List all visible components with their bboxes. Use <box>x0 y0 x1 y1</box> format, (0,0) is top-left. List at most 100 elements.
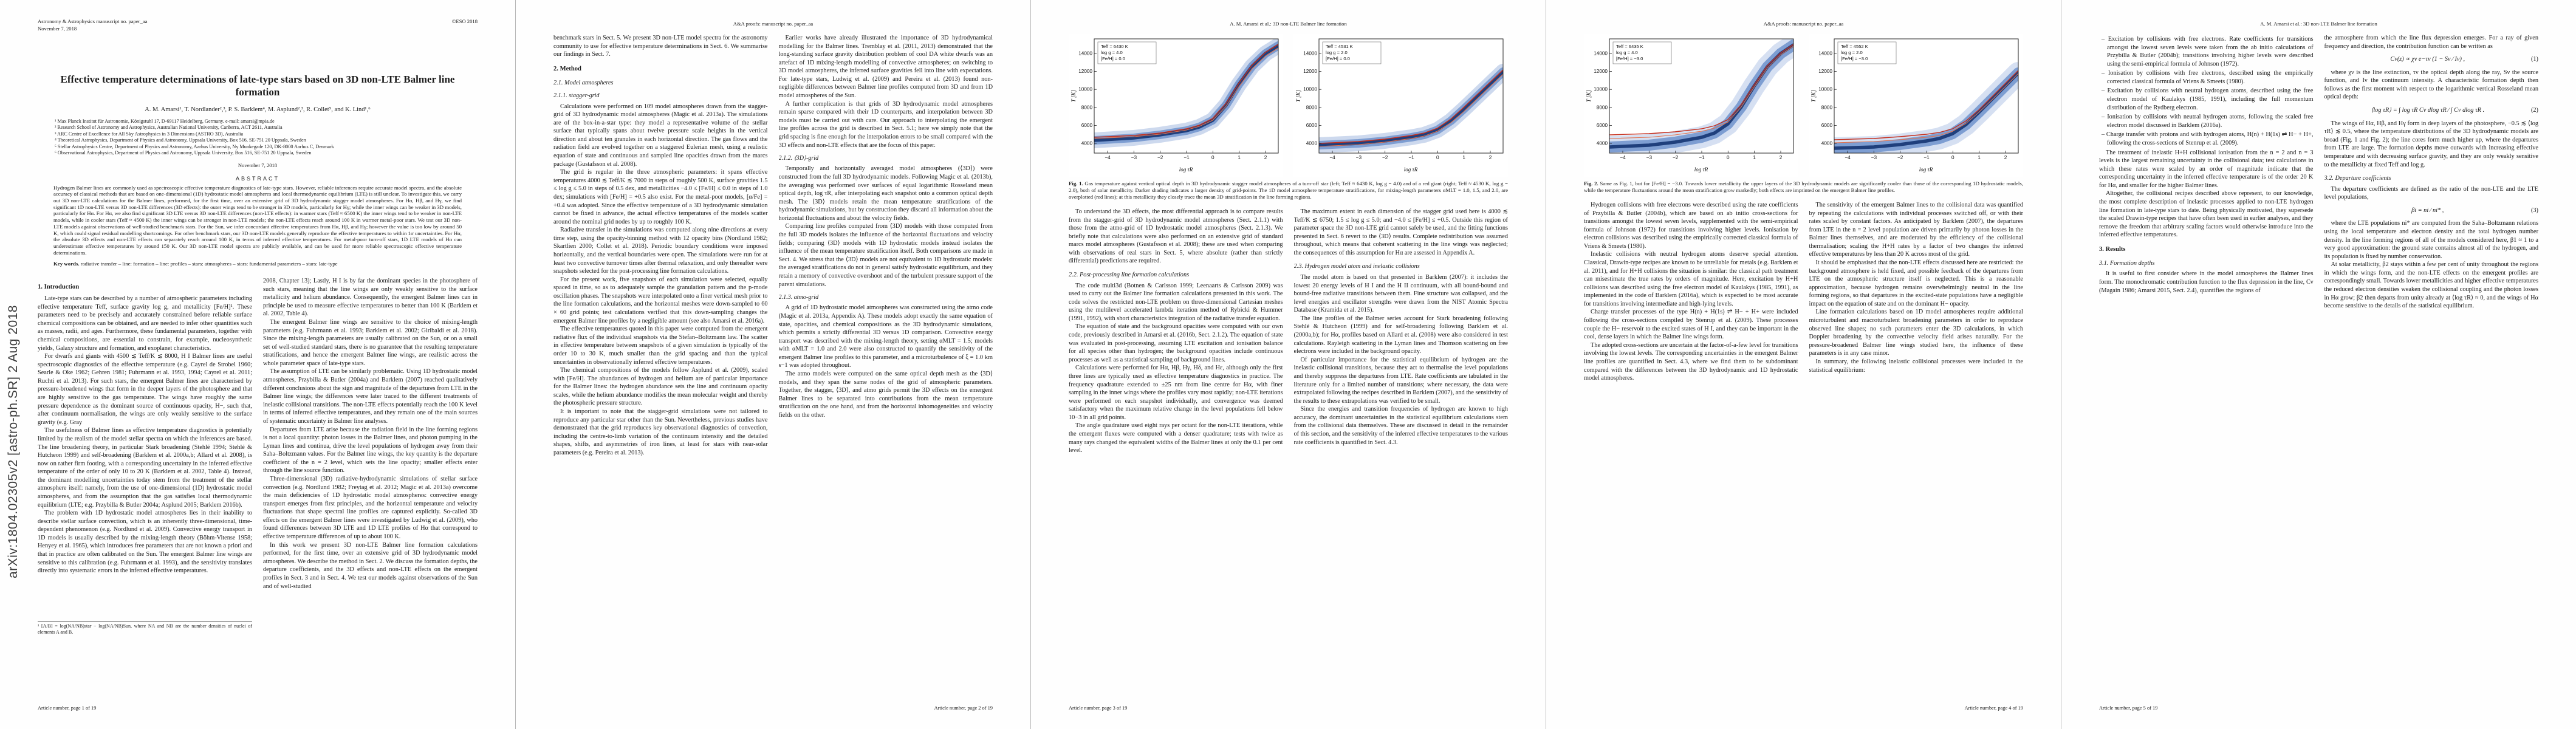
paragraph: The treatment of inelastic H+H collision… <box>2099 149 2314 189</box>
list-item: – Ionisation by collisions with free ele… <box>2102 70 2314 85</box>
paragraph: A further complication is that grids of … <box>778 100 993 149</box>
figure2-panel-left: −4 −3 −2 −1 0 1 2 140001200010000800060004000 … <box>1584 34 1798 177</box>
paragraph: Temporally and horizontally averaged mod… <box>778 165 993 222</box>
svg-text:14000: 14000 <box>1078 51 1092 56</box>
paragraph: Since the energies and transition freque… <box>1293 406 1509 446</box>
legend-logg: log g = 4.0 <box>1616 50 1638 55</box>
svg-text:1: 1 <box>1462 155 1465 160</box>
svg-text:6000: 6000 <box>1306 123 1318 128</box>
svg-text:12000: 12000 <box>1078 69 1092 74</box>
list-item: – Ionisation by collisions with neutral … <box>2102 114 2314 129</box>
page-2: A&A proofs: manuscript no. paper_aa benc… <box>515 0 1030 729</box>
x-axis-ticks: −4 −3 −2 −1 0 1 2 <box>1329 151 1492 160</box>
text-column-left: – Excitation by collisions with free ele… <box>2099 34 2314 680</box>
svg-text:8000: 8000 <box>1821 104 1833 110</box>
svg-text:2: 2 <box>1489 155 1492 160</box>
figure1-panel-left: −4 −3 −2 −1 0 1 2 140001200010000800060004000 … <box>1069 34 1283 177</box>
subsection-heading: 3.1. Formation depths <box>2099 259 2155 267</box>
paragraph: The emergent Balmer line wings are sensi… <box>263 319 478 367</box>
figure2-panel-right: −4 −3 −2 −1 0 1 2 140001200010000800060004000 … <box>1809 34 2023 177</box>
section-heading: 2. Method <box>553 65 581 72</box>
paragraph: The model atom is based on that presente… <box>1293 274 1509 314</box>
paragraph: It is important to note that the stagger… <box>553 408 768 456</box>
paragraph: The wings of Hα, Hβ, and Hγ form in deep… <box>2324 120 2539 168</box>
legend-teff: Teff = 6430 K <box>1101 44 1128 49</box>
y-axis-ticks: 14000 12000 10000 8000 6000 4000 <box>1594 51 1612 146</box>
keywords-text: radiative transfer – line: formation – l… <box>80 261 338 267</box>
paragraph: The code multi3d (Botnen & Carlsson 1999… <box>1069 282 1283 322</box>
svg-text:0: 0 <box>1951 155 1954 160</box>
y-axis-ticks: 14000 12000 10000 8000 6000 4000 <box>1818 51 1837 146</box>
svg-text:4000: 4000 <box>1081 141 1093 146</box>
paragraph: Of particular importance for the statist… <box>1293 356 1509 405</box>
figure-caption-text: Gas temperature against vertical optical… <box>1069 180 1508 200</box>
paragraph: The usefulness of Balmer lines as effect… <box>38 427 252 508</box>
section-heading: 1. Introduction <box>38 284 80 291</box>
svg-text:−1: −1 <box>1923 155 1930 160</box>
affiliation-item: ⁴ Theoretical Astrophysics, Department o… <box>55 137 306 143</box>
svg-text:10000: 10000 <box>1303 87 1317 92</box>
page5-body: – Excitation by collisions with free ele… <box>2061 0 2576 680</box>
paragraph: The maximum extent in each dimension of … <box>1293 208 1509 256</box>
x-axis-label: log τR <box>1404 166 1418 173</box>
two-column-body: To understand the 3D effects, the most d… <box>1069 208 1508 665</box>
plot-frame <box>1834 38 2019 154</box>
paragraph: A grid of 1D hydrostatic model atmospher… <box>778 304 993 369</box>
equation: ⟨log τR⟩ = ∫ log τR Cν dlog τR ∕ ∫ Cν dl… <box>2371 107 2538 114</box>
text-column-left: benchmark stars in Sect. 5. We present 3… <box>553 34 768 680</box>
legend-teff: Teff = 4531 K <box>1326 44 1353 49</box>
paragraph: 2008, Chapter 13); Lastly, H I is by far… <box>263 278 478 318</box>
svg-text:−1: −1 <box>1184 155 1190 160</box>
paragraph: Altogether, the collisional recipes desc… <box>2099 190 2314 239</box>
svg-text:−3: −3 <box>1871 155 1877 160</box>
model-curve-1d <box>1834 70 2018 140</box>
affiliation-item: ¹ Max Planck Institut für Astronomie, Kö… <box>55 118 275 124</box>
page-1: arXiv:1804.02305v2 [astro-ph.SR] 2 Aug 2… <box>0 0 515 729</box>
text-column-left: Hydrogen collisions with free electrons … <box>1584 201 1798 658</box>
y-axis-label: T [K] <box>1586 89 1592 102</box>
model-curve-1d-alt <box>1094 47 1278 139</box>
paragraph: It should be emphasised that the non-LTE… <box>1809 259 2024 307</box>
page2-body: benchmark stars in Sect. 5. We present 3… <box>516 0 1030 680</box>
paragraph: The atmo models were computed on the sam… <box>778 371 993 419</box>
y-axis-label: T [K] <box>1070 89 1077 102</box>
legend-box <box>1612 41 1672 64</box>
y-axis-label: T [K] <box>1810 89 1817 102</box>
svg-text:8000: 8000 <box>1306 104 1318 110</box>
density-cloud <box>1834 71 2018 150</box>
svg-text:−4: −4 <box>1620 155 1626 160</box>
legend-feh: [Fe/H] = 0.0 <box>1326 56 1350 61</box>
svg-text:−2: −2 <box>1673 155 1679 160</box>
svg-text:4000: 4000 <box>1306 141 1318 146</box>
page-footer: Article number, page 1 of 19 <box>38 705 97 711</box>
two-column-body: benchmark stars in Sect. 5. We present 3… <box>553 34 993 680</box>
authors-line: A. M. Amarsi¹, T. Nordlander²,³, P. S. B… <box>145 106 371 113</box>
svg-text:12000: 12000 <box>1594 69 1608 74</box>
footnote: ¹ [A/B] = log(NA/NB)star − log(NA/NB)Sun… <box>38 621 252 635</box>
paragraph: Comparing line profiles computed from ⟨3… <box>778 223 993 288</box>
svg-text:10000: 10000 <box>1078 87 1092 92</box>
svg-text:10000: 10000 <box>1818 87 1832 92</box>
svg-text:6000: 6000 <box>1081 123 1093 128</box>
svg-text:14000: 14000 <box>1594 51 1608 56</box>
subsection-heading: 2.2. Post-processing line formation calc… <box>1069 272 1190 278</box>
date-line: November 7, 2018 <box>238 162 278 168</box>
model-curve-1d <box>1609 44 1793 135</box>
manuscript-header-date: November 7, 2018 <box>38 25 77 32</box>
svg-text:0: 0 <box>1727 155 1730 160</box>
paragraph: Line formation calculations based on 1D … <box>1809 309 2024 357</box>
page-footer: Article number, page 4 of 19 <box>1964 705 2023 711</box>
svg-text:0: 0 <box>1436 155 1439 160</box>
paragraph: Three-dimensional (3D) radiative-hydrody… <box>263 476 478 541</box>
paragraph: The assumption of LTE can be similarly p… <box>263 368 478 425</box>
paragraph: where the LTE populations ni* are comput… <box>2324 220 2539 260</box>
figure-caption: Fig. 1. Gas temperature against vertical… <box>1069 180 1508 200</box>
x-axis-ticks: −4 −3 −2 −1 0 1 2 <box>1845 151 2007 160</box>
paragraph: The adopted cross-sections are uncertain… <box>1584 341 1798 382</box>
svg-text:12000: 12000 <box>1818 69 1832 74</box>
svg-text:−4: −4 <box>1329 155 1335 160</box>
running-header: A. M. Amarsi et al.: 3D non-LTE Balmer l… <box>1230 21 1347 27</box>
svg-text:10000: 10000 <box>1594 87 1608 92</box>
running-header: A&A proofs: manuscript no. paper_aa <box>733 21 814 27</box>
svg-text:2: 2 <box>1780 155 1783 160</box>
